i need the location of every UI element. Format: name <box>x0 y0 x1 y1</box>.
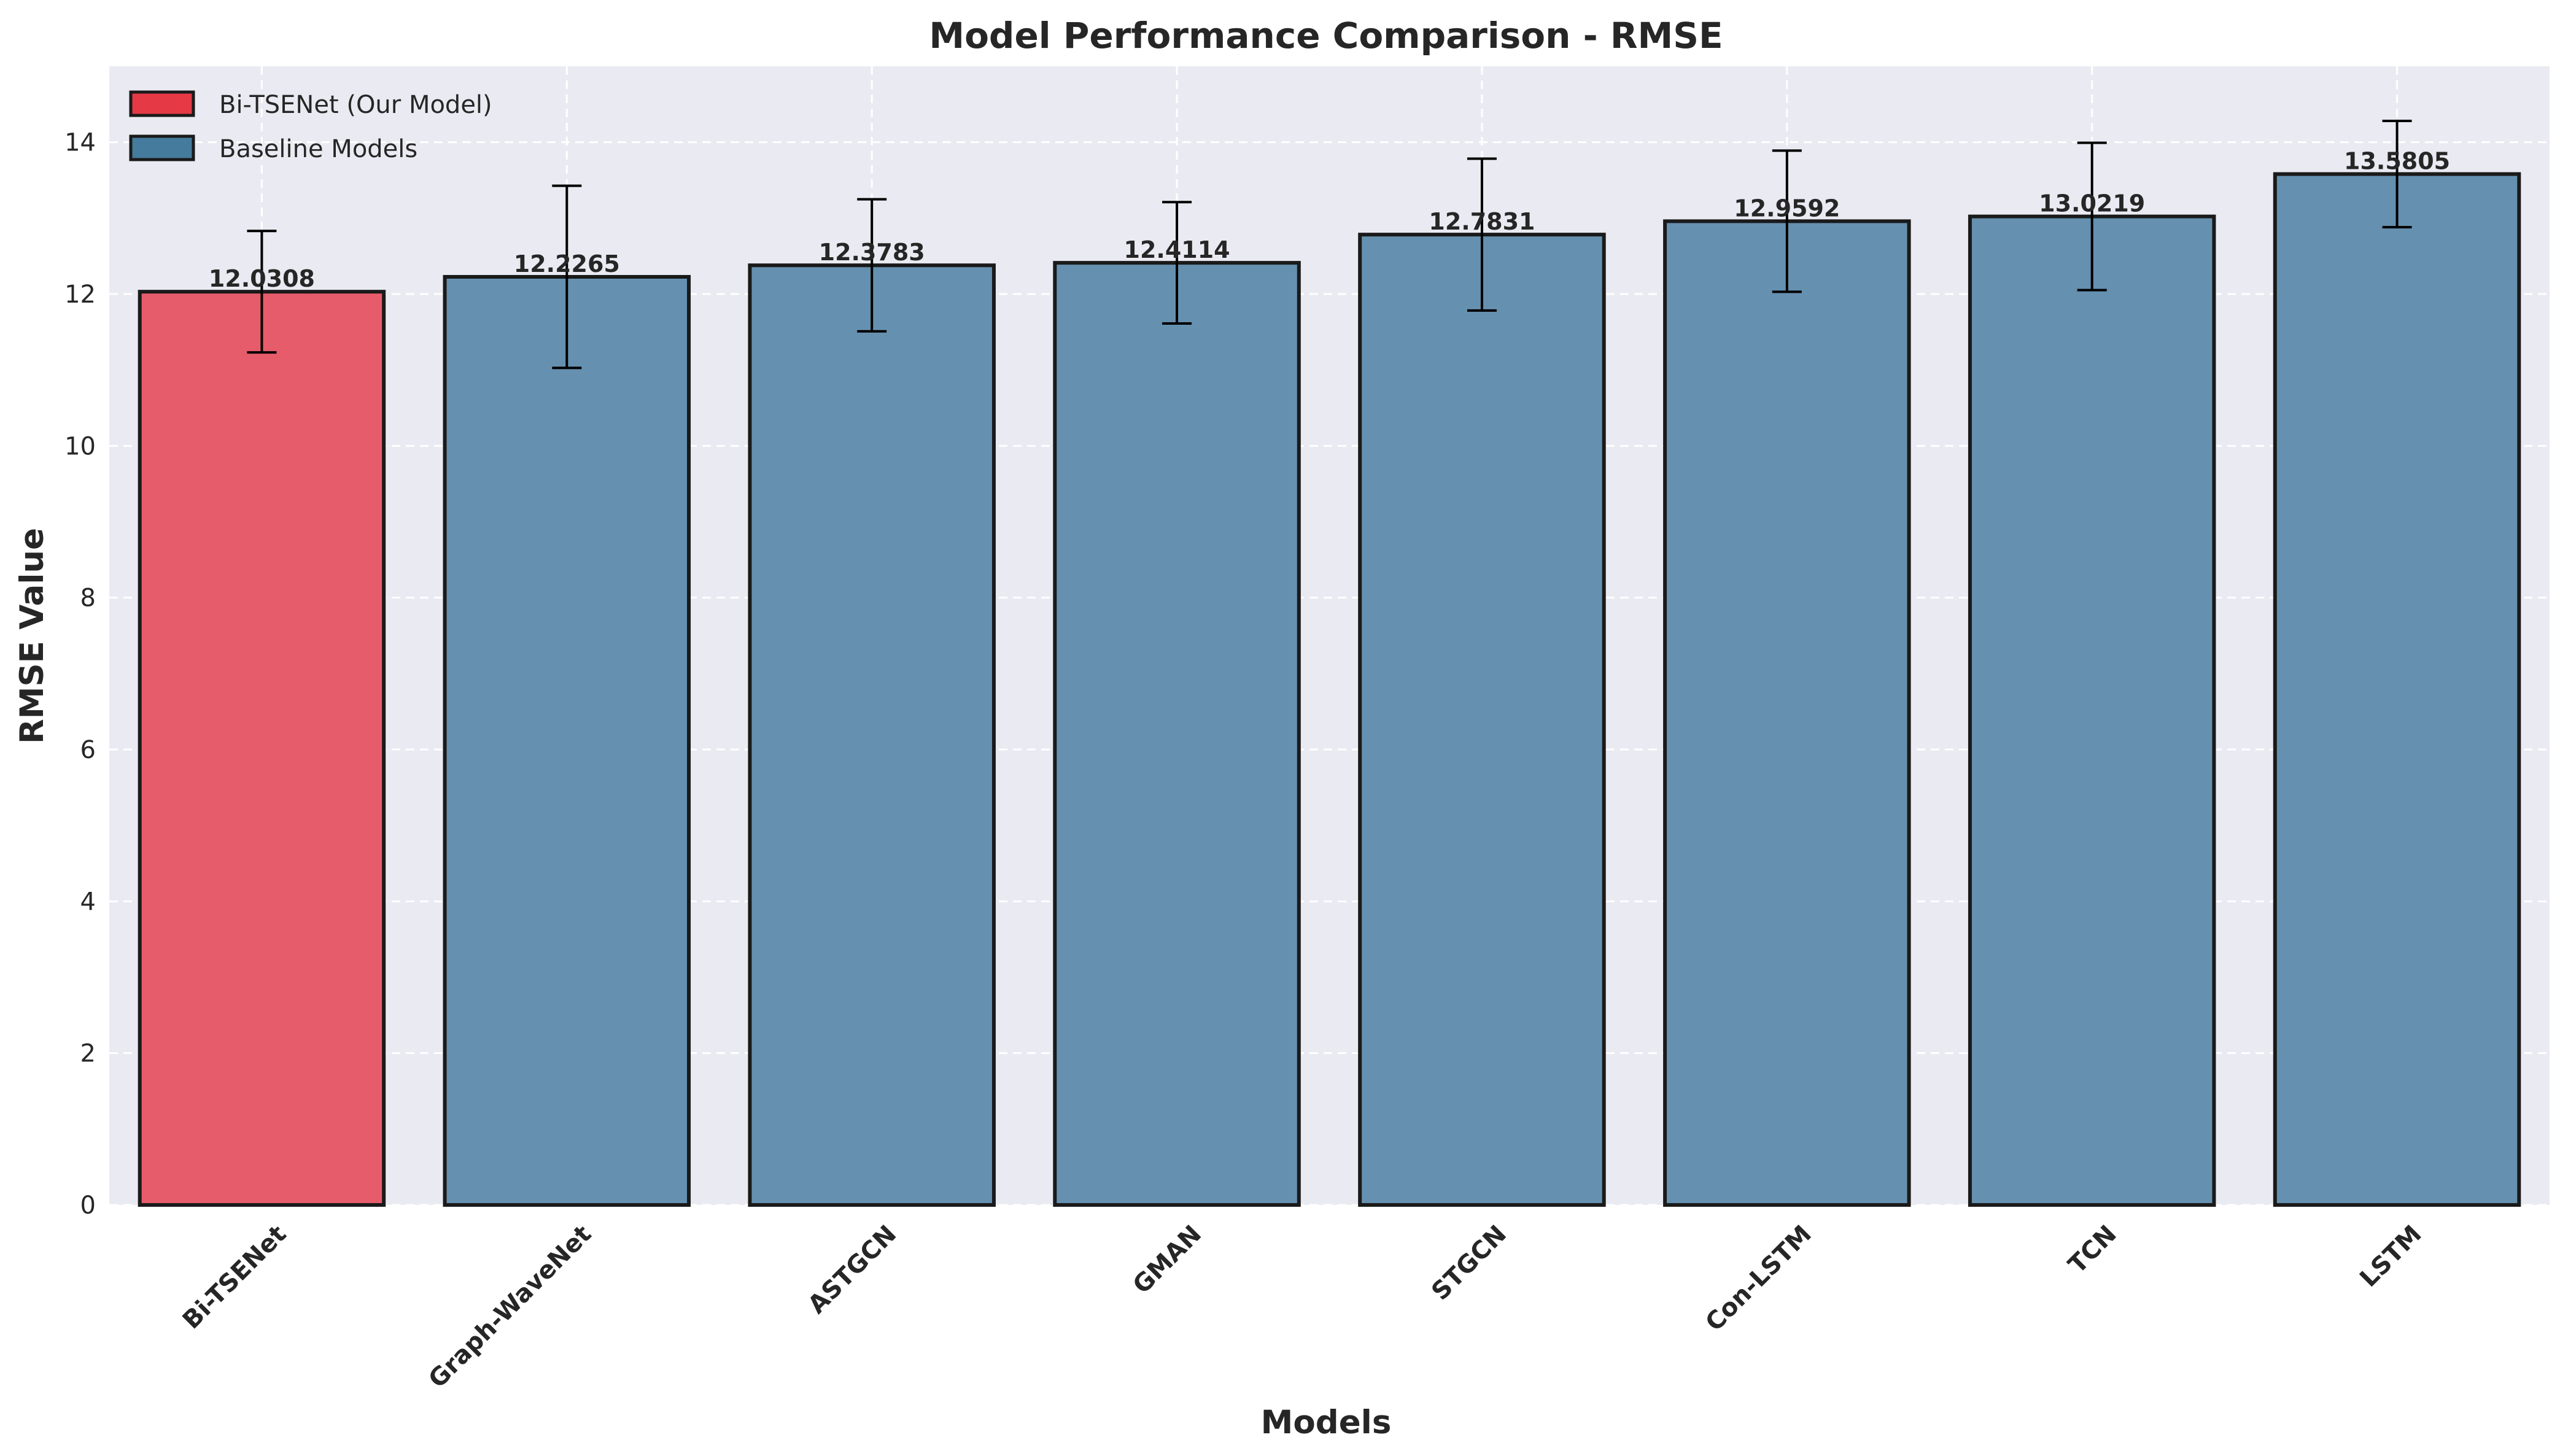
x-tick-label: LSTM <box>2354 1220 2427 1293</box>
bar-tcn <box>1968 214 2216 1207</box>
y-tick-labels: 0 2 4 6 8 10 12 14 <box>64 129 96 1220</box>
x-tick-labels: Bi-TSENet Graph-WaveNet ASTGCN GMAN STGCN Con… <box>177 1220 2427 1394</box>
y-tick-label: 12 <box>64 281 96 309</box>
y-tick-label: 8 <box>80 584 96 613</box>
value-label: 13.0219 <box>2039 190 2145 217</box>
chart-title: Model Performance Comparison - RMSE <box>929 15 1723 56</box>
y-tick-label: 0 <box>80 1191 96 1220</box>
legend-swatch-baseline <box>129 134 195 161</box>
bar-con-lstm <box>1663 219 1911 1207</box>
y-tick-label: 10 <box>64 432 96 460</box>
x-axis-label: Models <box>1261 1404 1392 1441</box>
value-label: 12.7831 <box>1429 208 1535 235</box>
x-tick-label: Bi-TSENet <box>177 1220 292 1335</box>
bar-lstm <box>2273 172 2521 1207</box>
bar-graph-wavenet <box>443 274 691 1207</box>
x-tick-label: ASTGCN <box>803 1220 902 1320</box>
legend-label-baseline: Baseline Models <box>219 135 417 163</box>
y-axis-label: RMSE Value <box>14 528 51 744</box>
value-label: 12.9592 <box>1734 195 1840 222</box>
y-tick-label: 2 <box>80 1040 96 1068</box>
value-label: 13.5805 <box>2344 148 2450 175</box>
bar-bi-tsenet <box>138 290 386 1207</box>
bars-group <box>138 172 2521 1207</box>
bar-stgcn <box>1358 233 1606 1207</box>
x-tick-label: STGCN <box>1426 1220 1512 1306</box>
x-tick-label: GMAN <box>1128 1220 1207 1299</box>
x-tick-label: Graph-WaveNet <box>423 1220 597 1394</box>
x-tick-label: Con-LSTM <box>1700 1220 1817 1337</box>
legend-label-highlight: Bi-TSENet (Our Model) <box>219 91 492 119</box>
bar-astgcn <box>748 263 996 1207</box>
x-tick-label: TCN <box>2063 1220 2122 1279</box>
value-label: 12.0308 <box>209 265 315 292</box>
value-label: 12.4114 <box>1124 236 1230 263</box>
error-bars-group <box>247 119 2412 370</box>
y-tick-label: 6 <box>80 736 96 764</box>
value-label: 12.2265 <box>514 250 620 277</box>
legend: Bi-TSENet (Our Model) Baseline Models <box>129 90 492 163</box>
bar-gman <box>1053 261 1301 1207</box>
y-tick-label: 14 <box>64 129 96 157</box>
legend-swatch-highlight <box>129 90 195 117</box>
value-labels-group: 12.0308 12.2265 12.3783 12.4114 12.7831 12.95… <box>209 148 2450 293</box>
value-label: 12.3783 <box>819 239 925 266</box>
y-tick-label: 4 <box>80 888 96 916</box>
